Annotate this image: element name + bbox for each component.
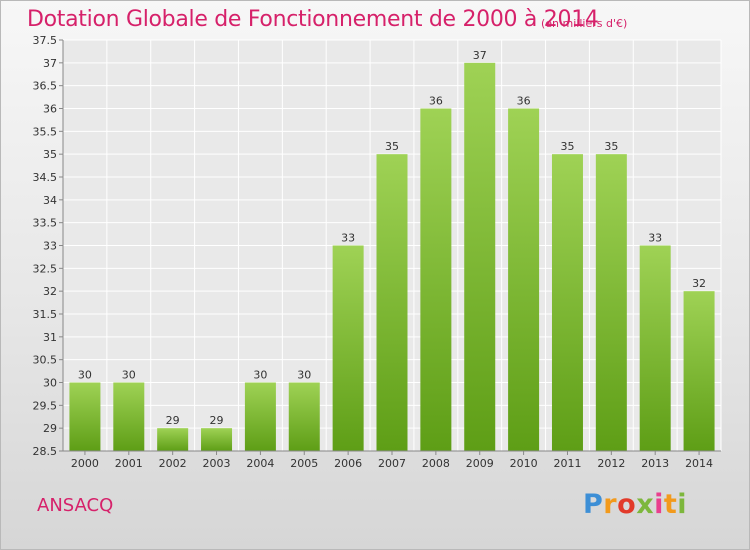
bar [113,382,145,451]
y-tick-label: 28.5 [33,445,58,458]
y-tick-label: 35.5 [33,125,58,138]
bar [639,245,671,451]
bar [69,382,101,451]
commune-name: ANSACQ [37,495,114,516]
y-tick-label: 30 [43,377,57,390]
bar [376,154,408,451]
y-tick-label: 33.5 [33,217,58,230]
bar [464,62,496,451]
data-label: 37 [473,49,487,62]
x-tick-label: 2007 [378,457,406,470]
y-tick-label: 31 [43,331,57,344]
x-tick-label: 2005 [290,457,318,470]
bar [551,154,583,451]
chart-subtitle: (en milliers d'€) [541,17,628,30]
x-tick-label: 2003 [203,457,231,470]
y-tick-label: 37 [43,57,57,70]
bar [508,108,540,451]
data-label: 36 [429,95,443,108]
data-label: 29 [166,414,180,427]
y-tick-label: 31.5 [33,308,58,321]
x-tick-label: 2013 [641,457,669,470]
x-tick-label: 2014 [685,457,713,470]
x-tick-label: 2000 [71,457,99,470]
y-tick-label: 33 [43,240,57,253]
y-tick-label: 35 [43,148,57,161]
y-tick-label: 36.5 [33,80,58,93]
x-tick-label: 2011 [553,457,581,470]
data-label: 36 [517,95,531,108]
data-label: 30 [297,369,311,382]
y-tick-label: 32.5 [33,262,58,275]
y-tick-label: 29 [43,422,57,435]
x-tick-label: 2012 [597,457,625,470]
x-tick-label: 2009 [466,457,494,470]
bar [420,108,452,451]
data-label: 35 [385,140,399,153]
x-tick-label: 2006 [334,457,362,470]
x-tick-label: 2002 [159,457,187,470]
x-tick-label: 2008 [422,457,450,470]
data-label: 35 [560,140,574,153]
x-tick-label: 2001 [115,457,143,470]
data-label: 30 [253,369,267,382]
y-tick-label: 32 [43,285,57,298]
bar [332,245,364,451]
y-tick-label: 34 [43,194,57,207]
y-tick-label: 36 [43,103,57,116]
bar [288,382,320,451]
data-label: 30 [78,369,92,382]
y-tick-label: 30.5 [33,354,58,367]
data-label: 30 [122,369,136,382]
data-label: 29 [210,414,224,427]
bar [595,154,627,451]
y-tick-label: 34.5 [33,171,58,184]
data-label: 35 [604,140,618,153]
bar [244,382,276,451]
y-tick-label: 37.5 [33,34,58,47]
bar [201,428,233,451]
data-label: 33 [648,232,662,245]
data-label: 32 [692,277,706,290]
chart-title: Dotation Globale de Fonctionnement de 20… [27,7,599,32]
bar [157,428,189,451]
x-tick-label: 2004 [246,457,274,470]
x-tick-label: 2010 [510,457,538,470]
bar [683,291,715,451]
proxiti-logo: Proxiti [583,489,688,520]
y-tick-label: 29.5 [33,399,58,412]
data-label: 33 [341,232,355,245]
